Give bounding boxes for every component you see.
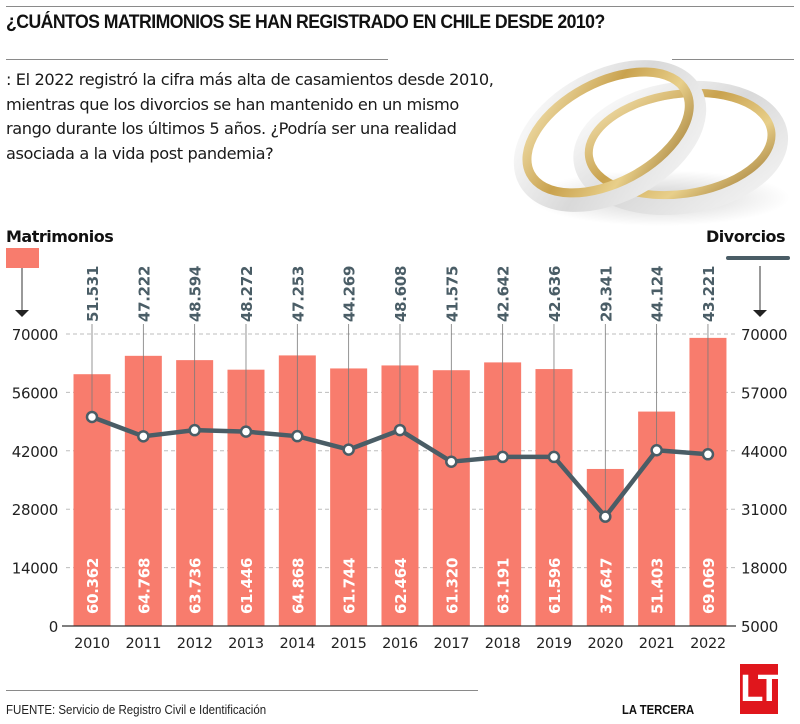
footer-rule [6,690,478,691]
line-point-2012 [188,423,201,437]
bar-value-label: 62.464 [392,558,410,614]
bar-value-label: 51.403 [649,558,667,614]
x-axis-tick-label: 2011 [125,636,161,652]
line-value-label: 44.124 [649,266,667,322]
left-axis-tick-label: 70000 [12,326,58,344]
left-axis-tick-label: 0 [49,618,58,636]
bar-value-label: 61.320 [443,558,461,614]
line-value-label: 42.636 [546,266,564,322]
line-value-label: 41.575 [443,266,461,322]
right-ring [573,80,789,216]
left-axis-tick-label: 14000 [12,560,58,578]
bar-value-label: 61.744 [341,558,359,614]
la-tercera-logo: LT [740,664,781,714]
left-axis-tick-label: 56000 [12,384,58,402]
bar-value-label: 61.446 [238,558,256,614]
line-value-label: 42.642 [495,266,513,322]
left-ring [513,60,707,212]
x-axis-tick-label: 2014 [279,636,315,652]
x-axis-tick-label: 2015 [331,636,367,652]
wedding-rings-icon [513,60,790,226]
line-value-label: 43.221 [700,266,718,322]
legend-divorcios-label: Divorcios [706,227,786,246]
line-point-2014 [291,429,304,443]
bar-value-label: 63.191 [495,558,513,614]
x-axis-tick-label: 2016 [382,636,418,652]
brand-name: LA TERCERA [622,703,695,717]
line-point-2020 [599,510,612,523]
arrow-down-icon [15,310,29,317]
x-axis-tick-label: 2018 [485,636,521,652]
x-axis-tick-label: 2021 [639,636,675,652]
line-point-2013 [239,425,253,438]
bar-value-label: 64.768 [135,558,153,614]
divorcios-line [85,410,715,523]
line-point-2011 [137,430,150,443]
line-value-label: 47.253 [289,266,307,322]
line-value-label: 48.608 [392,266,410,322]
bar-value-label: 61.596 [546,558,564,614]
line-point-2018 [496,450,509,464]
bar-value-label: 60.362 [84,558,102,614]
right-axis-tick-label: 5000 [741,618,778,636]
line-value-label: 48.594 [187,266,205,322]
title-rule-right [672,59,794,60]
title-rule-left [6,59,388,60]
line-point-2016 [393,423,407,437]
data-labels: 60.362 64.768 63.736 61.446 64.868 61.744 62.4… [84,266,718,614]
right-axis-tick-label: 57000 [741,384,787,402]
page-title: ¿CUÁNTOS MATRIMONIOS SE HAN REGISTRADO E… [6,12,605,33]
bar-value-label: 69.069 [700,558,718,614]
right-axis-tick-label: 18000 [741,560,787,578]
line-point-2022 [701,448,715,461]
source-note: FUENTE: Servicio de Registro Civil e Ide… [6,703,267,717]
line-value-label: 29.341 [597,266,615,322]
x-axis-tick-label: 2017 [433,636,469,652]
line-value-label: 48.272 [238,266,256,322]
axes: 0 14000 28000 42000 56000 70000 5000 18000 31000… [12,326,788,652]
right-axis-tick-label: 44000 [741,443,787,461]
x-axis-tick-label: 2013 [228,636,264,652]
line-value-label: 51.531 [84,266,102,322]
line-point-2021 [650,443,663,457]
x-axis-tick-label: 2022 [690,636,726,652]
x-axis-tick-label: 2020 [587,636,623,652]
legend-marks [6,248,790,317]
bar-value-label: 63.736 [187,558,205,614]
bar-value-label: 37.647 [597,558,615,614]
leader-lines [91,324,709,517]
left-axis-tick-label: 42000 [12,443,58,461]
legend-matrimonios-label: Matrimonios [6,227,114,246]
right-axis-tick-label: 70000 [741,326,787,344]
line-value-label: 44.269 [341,266,359,322]
right-axis-tick-label: 31000 [741,501,787,519]
x-axis-tick-label: 2012 [177,636,213,652]
intro-paragraph: : El 2022 registró la cifra más alta de … [6,70,494,163]
legend-bar-swatch [6,248,39,268]
left-axis-tick-label: 28000 [12,501,58,519]
line-value-label: 47.222 [135,266,153,322]
bar-value-label: 64.868 [289,558,307,614]
line-point-2019 [547,450,561,464]
arrow-down-icon [753,310,767,317]
line-point-2017 [445,455,458,468]
x-axis-tick-label: 2019 [536,636,572,652]
line-point-2015 [342,443,355,456]
line-point-2010 [85,410,99,424]
x-axis-tick-label: 2010 [74,636,110,652]
top-rule [6,6,794,7]
